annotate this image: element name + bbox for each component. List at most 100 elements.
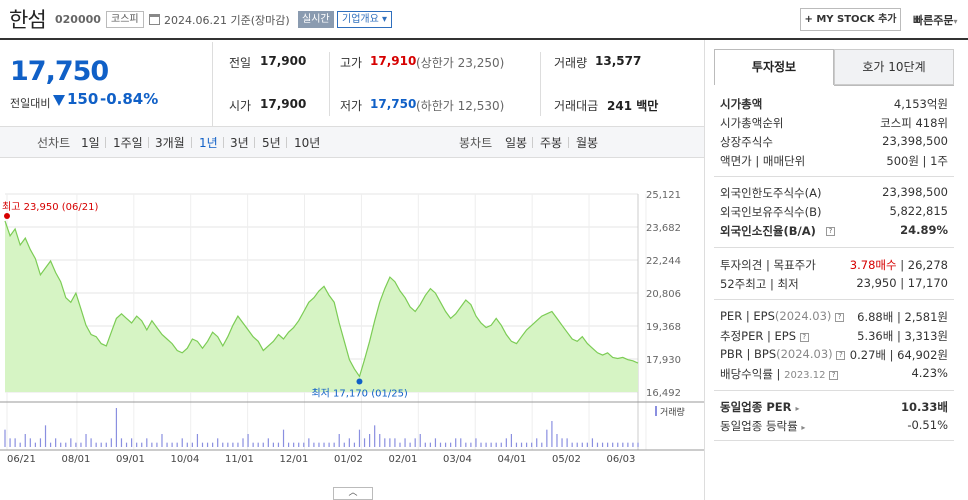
- tab-period-1d[interactable]: 1일: [81, 136, 100, 150]
- volume-bar: [60, 442, 62, 447]
- upper-limit: (상한가 23,250): [416, 56, 505, 70]
- volume-bar: [227, 442, 229, 447]
- volume-bar: [328, 442, 330, 447]
- divider: [540, 52, 541, 116]
- amount-label: 거래대금: [554, 99, 599, 113]
- volume-bar: [596, 442, 599, 447]
- volume-bar: [95, 442, 97, 447]
- volume-bar: [434, 438, 437, 447]
- volume-bar: [24, 434, 26, 447]
- tab-investment-info[interactable]: 투자정보: [714, 49, 834, 85]
- tab-period-1y[interactable]: 1년: [199, 136, 218, 150]
- volume-bar: [100, 442, 102, 447]
- volume-bar: [450, 442, 452, 447]
- volume-bar: [125, 442, 128, 447]
- line-chart-label: 선차트: [37, 136, 71, 150]
- stock-name: 한섬: [9, 8, 47, 32]
- volume-bar: [39, 438, 42, 447]
- market-cap-rank-row: 시가총액순위 코스피 418위: [720, 116, 948, 130]
- y-tick-label: 22,244: [646, 256, 681, 267]
- volume-bar: [485, 442, 487, 447]
- sector-per-row[interactable]: 동일업종 PER ▸ 10.33배: [720, 400, 948, 414]
- x-tick-label: 06/21: [7, 454, 36, 465]
- volume-bar: [632, 442, 634, 447]
- volume-bar: [505, 438, 507, 447]
- tab-candle-daily[interactable]: 일봉: [505, 136, 528, 150]
- volume-bar: [212, 442, 214, 447]
- tab-candle-weekly[interactable]: 주봉: [540, 136, 563, 150]
- x-tick-label: 09/01: [116, 454, 145, 465]
- x-tick-label: 03/04: [443, 454, 472, 465]
- current-price: 17,750: [10, 56, 109, 87]
- quick-order-link[interactable]: 빠른주문▾: [913, 14, 958, 27]
- candle-chart-label: 봉차트: [459, 136, 493, 150]
- volume-bar: [404, 438, 406, 447]
- y-tick-label: 25,121: [646, 190, 681, 201]
- help-icon[interactable]: ?: [835, 313, 845, 322]
- add-my-stock-button[interactable]: + MY STOCK 추가: [800, 8, 901, 31]
- help-icon[interactable]: ?: [836, 351, 846, 360]
- company-overview-dropdown[interactable]: 기업개요 ▾: [337, 11, 393, 28]
- volume-bar: [156, 442, 158, 447]
- volume-bar: [546, 429, 548, 447]
- high-value: 17,910: [370, 54, 417, 68]
- volume-bar: [490, 442, 492, 447]
- x-tick-label: 12/01: [280, 454, 309, 465]
- volume-bar: [384, 438, 386, 447]
- volume-bar: [272, 442, 274, 447]
- volume-bar: [627, 442, 629, 447]
- volume-bar: [85, 434, 87, 447]
- volume-bar: [171, 442, 173, 447]
- calendar-icon: [149, 14, 160, 25]
- divider: [212, 42, 213, 126]
- chart-period-bar: [0, 126, 704, 158]
- tab-period-1w[interactable]: 1주일: [113, 136, 143, 150]
- price-chart[interactable]: 25,121 23,682 22,244 20,806 19,368 17,930 16,4…: [0, 158, 704, 488]
- volume-bar: [131, 438, 133, 447]
- low-marker: [356, 378, 363, 385]
- volume-bar: [196, 434, 199, 447]
- volume-bar: [242, 438, 244, 447]
- volume-bar: [353, 442, 356, 447]
- tab-period-3y[interactable]: 3년: [230, 136, 249, 150]
- tab-period-5y[interactable]: 5년: [262, 136, 281, 150]
- tab-period-10y[interactable]: 10년: [294, 136, 321, 150]
- amount-value: 241 백만: [607, 99, 659, 113]
- volume-bar: [424, 442, 426, 447]
- volume-bar: [201, 442, 204, 447]
- open-label: 시가: [229, 99, 252, 113]
- tab-order-book[interactable]: 호가 10단계: [834, 49, 954, 85]
- volume-bar: [252, 442, 254, 447]
- help-icon[interactable]: ?: [826, 223, 835, 237]
- sector-rate-row[interactable]: 동일업종 등락률 ▸ -0.51%: [720, 418, 948, 433]
- help-icon[interactable]: ?: [799, 333, 809, 342]
- volume-bar: [551, 421, 553, 447]
- volume-bar: [161, 434, 163, 447]
- collapse-chart-button[interactable]: ︿: [333, 487, 373, 500]
- tab-candle-monthly[interactable]: 월봉: [576, 136, 599, 150]
- x-tick-label: 10/04: [171, 454, 200, 465]
- volume-bar: [298, 442, 300, 447]
- volume-bar: [566, 438, 568, 447]
- volume-bar: [191, 442, 193, 447]
- foreign-holding-row: 외국인보유주식수(B) 5,822,815: [720, 204, 948, 219]
- volume-bar: [576, 442, 578, 447]
- x-tick-label: 11/01: [225, 454, 254, 465]
- help-icon[interactable]: ?: [829, 371, 839, 380]
- volume-bar: [586, 442, 588, 447]
- volume-bar: [318, 442, 320, 447]
- realtime-button[interactable]: 실시간: [298, 11, 334, 28]
- separator: [148, 137, 149, 148]
- volume-bar: [363, 438, 366, 447]
- price-area: [5, 220, 638, 392]
- tab-period-3m[interactable]: 3개월: [155, 136, 185, 150]
- chevron-right-icon: ▸: [801, 423, 806, 432]
- foreign-exhaustion-row: 외국인소진율(B/A)? 24.89%: [720, 223, 948, 238]
- lower-limit: (하한가 12,530): [416, 99, 505, 113]
- volume-bar: [460, 438, 462, 447]
- volume-bar: [166, 442, 168, 447]
- volume-bar: [369, 434, 371, 447]
- volume-bar: [293, 442, 295, 447]
- volume-bar: [19, 442, 21, 447]
- stock-code: 020000: [55, 13, 101, 26]
